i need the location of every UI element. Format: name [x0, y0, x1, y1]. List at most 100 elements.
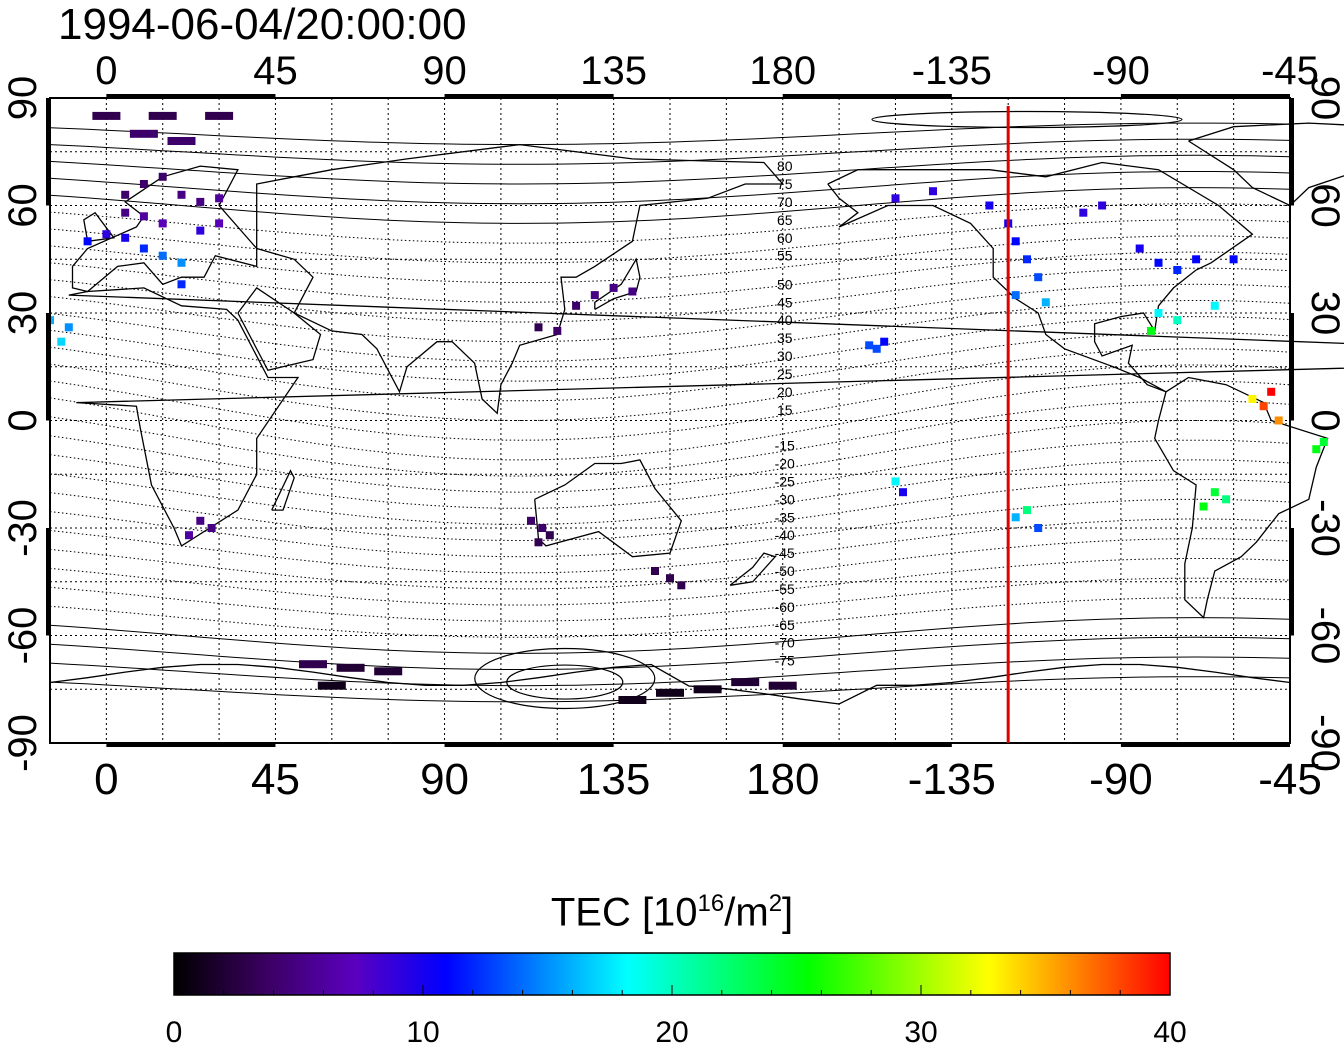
tec-point: [1041, 298, 1050, 307]
axis-bar-bottom: [444, 742, 614, 747]
axis-bar-right: [1289, 528, 1294, 636]
lat-tick-label-right: -60: [1303, 607, 1344, 665]
tec-point: [205, 111, 234, 120]
dip-contour: [49, 122, 1291, 146]
contour-label: 50: [777, 276, 793, 292]
tec-point: [534, 323, 543, 332]
coastline: [729, 552, 777, 586]
tec-point: [527, 516, 535, 525]
colorbar-label: TEC [1016/m2]: [550, 890, 794, 935]
axis-bar-bottom: [782, 742, 952, 747]
contour-labels: 80 75 70 65 60 55 50 45 40 35 30 25 20 15 -15 -20-25 -30…: [775, 158, 795, 668]
contour-label: -70: [775, 635, 795, 651]
tec-point: [207, 524, 216, 532]
dip-contour: [49, 538, 1291, 590]
coastline: [256, 143, 785, 415]
colorbar-tick-label: 20: [655, 1016, 688, 1048]
tec-point: [129, 129, 158, 138]
tec-point: [1259, 402, 1268, 411]
axis-bar-top: [106, 94, 276, 99]
coastline: [68, 287, 1344, 547]
tec-point: [1222, 495, 1231, 504]
contour-label: 20: [777, 384, 793, 400]
tec-point: [121, 233, 130, 242]
axis-bar-left: [46, 98, 51, 206]
tec-point: [374, 667, 403, 676]
dip-contour: [49, 380, 1291, 461]
dip-contour: [49, 636, 1291, 670]
tec-point: [92, 111, 121, 120]
dip-contour: [49, 138, 1291, 165]
dip-contour: [49, 439, 1291, 509]
tec-point: [534, 538, 543, 547]
dip-contour: [49, 316, 1291, 382]
tec-point: [177, 258, 186, 267]
tec-point: [158, 172, 167, 181]
tec-point: [167, 137, 196, 145]
colorbar-tick-label: 10: [406, 1016, 439, 1048]
tec-point: [865, 341, 874, 350]
tec-point: [572, 301, 581, 310]
tec-point: [666, 574, 674, 583]
tec-point: [196, 226, 205, 235]
tec-point: [768, 681, 797, 690]
contour-label: 80: [777, 158, 793, 174]
tec-point: [891, 194, 900, 203]
contour-label: -45: [775, 545, 795, 561]
tec-point: [185, 531, 193, 540]
tec-point: [158, 251, 167, 260]
dip-contour: [49, 498, 1291, 558]
north-pole-contour: [871, 110, 1183, 129]
tec-point: [1210, 488, 1219, 497]
axis-bar-bottom: [1120, 742, 1290, 747]
lon-tick-label-top: 90: [422, 49, 467, 93]
lat-tick-label-right: -30: [1303, 499, 1344, 557]
lon-tick-label-bottom: -135: [908, 755, 996, 804]
lon-tick-label-top: -90: [1092, 49, 1150, 93]
lat-tick-label-left: 30: [1, 291, 45, 336]
tec-point: [590, 291, 599, 300]
tec-point: [177, 190, 186, 199]
tec-point: [336, 663, 365, 672]
tec-point: [1248, 395, 1257, 403]
dip-latitude-contours: [49, 110, 1291, 710]
tec-point: [1274, 416, 1283, 425]
contour-label: 55: [777, 248, 793, 264]
lat-tick-label-right: 30: [1303, 291, 1344, 336]
dip-contour: [49, 518, 1291, 574]
contour-label: 75: [777, 176, 793, 192]
dip-contour: [49, 676, 1291, 703]
lon-tick-label-bottom: 180: [746, 755, 819, 804]
lat-tick-label-left: 90: [1, 76, 45, 121]
tec-point: [609, 283, 618, 292]
coastline: [237, 287, 322, 372]
tec-point: [139, 212, 148, 221]
dip-contour: [49, 235, 1291, 283]
tec-point: [1267, 387, 1276, 396]
lat-tick-label-left: -60: [1, 607, 45, 665]
tec-point: [102, 230, 111, 239]
tec-point: [1154, 258, 1163, 267]
tec-point: [1011, 237, 1020, 246]
dip-contour: [49, 364, 1291, 441]
tec-point: [1173, 266, 1182, 274]
lon-tick-label-bottom: 0: [94, 755, 118, 804]
contour-label: 30: [777, 348, 793, 364]
coastline: [271, 469, 295, 511]
lon-tick-label-bottom: 45: [251, 755, 300, 804]
lon-tick-label-top: -135: [912, 49, 992, 93]
lat-tick-label-right: 90: [1303, 76, 1344, 121]
south-pole-contour: [474, 647, 656, 710]
contour-label: -30: [775, 491, 795, 507]
tec-point: [1210, 301, 1219, 310]
dip-contour: [49, 656, 1291, 687]
tec-point: [545, 531, 554, 540]
contour-label: -40: [775, 527, 795, 543]
axis-bar-top: [782, 94, 952, 99]
tec-point: [929, 187, 937, 196]
contour-label: 25: [777, 366, 793, 382]
dip-contour: [49, 283, 1291, 343]
tec-point: [158, 219, 167, 228]
tec-point: [731, 678, 760, 687]
